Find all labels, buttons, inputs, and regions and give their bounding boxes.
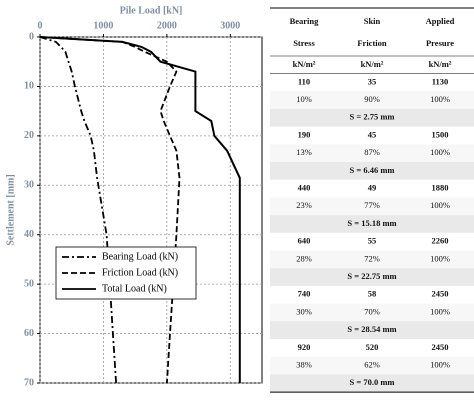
cell-percent: 100%: [430, 306, 450, 316]
cell-percent: 100%: [430, 360, 450, 370]
cell-percent: 100%: [430, 200, 450, 210]
cell-value: 49: [368, 183, 377, 193]
cell-value: 1500: [432, 129, 449, 139]
row-bg: [270, 250, 474, 269]
cell-percent: 13%: [296, 147, 312, 157]
cell-percent: 72%: [364, 253, 380, 263]
cell-value: 440: [298, 183, 311, 193]
unit: kN/m²: [361, 59, 384, 69]
cell-percent: 90%: [364, 94, 380, 104]
x-tick-label: 1000: [93, 20, 113, 31]
cell-percent: 38%: [296, 360, 312, 370]
cell-value: 740: [298, 289, 311, 299]
cell-percent: 100%: [430, 94, 450, 104]
row-bg: [270, 268, 474, 286]
cell-percent: 87%: [364, 147, 380, 157]
cell-value: 45: [368, 129, 377, 139]
settlement-row: S = 15.18 mm: [347, 218, 396, 228]
x-tick-label: 0: [38, 20, 43, 31]
cell-percent: 62%: [364, 360, 380, 370]
x-tick-label: 2000: [157, 20, 177, 31]
cell-percent: 28%: [296, 253, 312, 263]
cell-percent: 30%: [296, 306, 312, 316]
settlement-row: S = 6.46 mm: [350, 165, 395, 175]
row-bg: [270, 91, 474, 109]
cell-percent: 70%: [364, 306, 380, 316]
settlement-row: S = 28.54 mm: [347, 324, 396, 334]
legend-label: Friction Load (kN): [102, 267, 178, 278]
cell-percent: 100%: [430, 253, 450, 263]
cell-percent: 10%: [296, 94, 312, 104]
column-header: Bearing Stress: [290, 16, 320, 48]
column-header: Skin Friction: [357, 16, 387, 48]
row-bg: [270, 108, 474, 127]
plot-area: [39, 36, 263, 384]
cell-percent: 77%: [364, 200, 380, 210]
row-bg: [270, 303, 474, 322]
cell-value: 920: [298, 342, 311, 352]
y-tick-label: 10: [24, 81, 34, 92]
row-bg: [270, 321, 474, 339]
cell-value: 2260: [432, 236, 449, 246]
row-bg: [270, 215, 474, 233]
table: Bearing Stress Skin Friction Applied Presure k…: [270, 7, 474, 393]
y-tick-label: 30: [24, 180, 34, 191]
cell-value: 55: [368, 236, 377, 246]
cell-value: 640: [298, 236, 311, 246]
legend-label: Bearing Load (kN): [102, 251, 178, 262]
legend-label: Total Load (kN): [102, 283, 167, 294]
y-axis-title: Settlement [mm]: [5, 174, 16, 245]
series-line: [39, 36, 181, 384]
cell-value: 190: [298, 129, 311, 139]
y-tick-label: 40: [24, 229, 34, 240]
header-bg: [270, 8, 474, 55]
y-tick-label: 70: [24, 377, 34, 388]
cell-value: 58: [368, 289, 377, 299]
row-bg: [270, 374, 474, 393]
unit: kN/m²: [293, 59, 316, 69]
x-tick-label: 3000: [220, 20, 240, 31]
cell-value: 520: [366, 342, 379, 352]
settlement-row: S = 2.75 mm: [350, 112, 395, 122]
cell-value: 2450: [432, 342, 449, 352]
cell-value: 2450: [432, 289, 449, 299]
column-header: Applied Presure: [426, 16, 455, 48]
chart: 0 1000 2000 3000 0 10 20 30 40 50 60 70 Pile Load [k…: [5, 5, 263, 388]
y-tick-label: 20: [24, 130, 34, 141]
unit: kN/m²: [429, 59, 452, 69]
settlement-row: S = 70.0 mm: [350, 377, 395, 387]
cell-value: 110: [298, 76, 310, 86]
cell-value: 1880: [432, 183, 449, 193]
y-tick-label: 50: [24, 278, 34, 289]
row-bg: [270, 197, 474, 216]
cell-value: 35: [368, 76, 377, 86]
row-bg: [270, 144, 474, 162]
row-bg: [270, 162, 474, 180]
cell-percent: 100%: [430, 147, 450, 157]
y-tick-label: 0: [29, 31, 34, 42]
series-line: [39, 36, 241, 383]
x-axis-title: Pile Load [kN]: [120, 5, 183, 16]
cell-value: 1130: [432, 76, 449, 86]
legend-box: [55, 246, 197, 300]
y-tick-label: 60: [24, 328, 34, 339]
cell-percent: 23%: [296, 200, 312, 210]
row-bg: [270, 356, 474, 375]
settlement-row: S = 22.75 mm: [347, 271, 396, 281]
